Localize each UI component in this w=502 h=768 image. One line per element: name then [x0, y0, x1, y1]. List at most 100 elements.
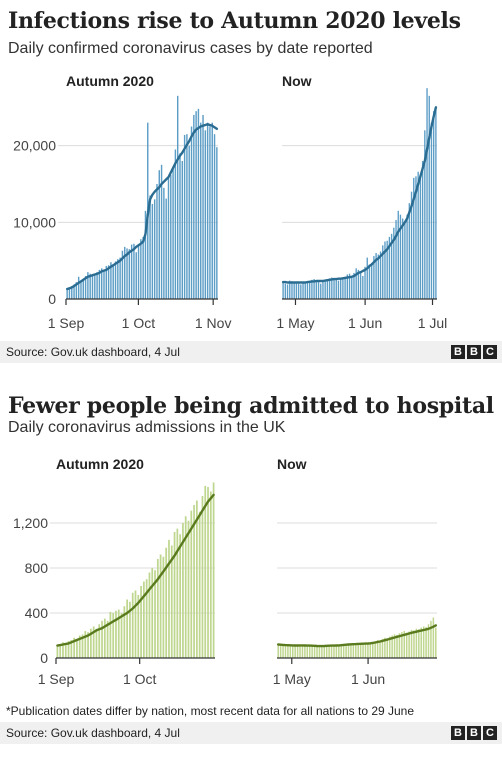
bar	[168, 539, 170, 658]
bar	[135, 252, 137, 299]
bar	[154, 570, 156, 658]
bar	[190, 126, 193, 299]
bar	[357, 269, 360, 299]
bar	[160, 164, 163, 299]
bar	[128, 249, 131, 299]
chart2-source-bar: Source: Gov.uk dashboard, 4 Jul B B C	[0, 722, 502, 744]
x-tick-label: 1 Jul	[418, 315, 448, 331]
bar	[296, 645, 299, 658]
bar	[163, 187, 165, 299]
bar	[159, 554, 162, 658]
bar	[200, 122, 202, 299]
bar	[133, 243, 135, 299]
bar	[313, 646, 316, 658]
bar	[395, 220, 397, 299]
bar	[297, 283, 300, 299]
bar	[384, 241, 386, 299]
bar	[324, 279, 326, 299]
bar	[408, 203, 411, 299]
bar	[284, 283, 287, 299]
bar	[140, 239, 142, 299]
bar	[424, 130, 426, 299]
bar	[350, 643, 352, 658]
bar	[91, 276, 94, 299]
bar	[300, 284, 302, 299]
bar	[372, 642, 374, 658]
bar	[106, 620, 109, 658]
bar	[101, 620, 103, 658]
bar	[430, 122, 433, 299]
bar	[306, 646, 309, 658]
bar	[426, 88, 428, 300]
bar	[401, 632, 403, 658]
bar	[76, 638, 78, 658]
bar	[209, 491, 212, 658]
bar	[330, 646, 333, 658]
bbc-logo-letter: B	[467, 726, 481, 740]
bar	[418, 629, 420, 658]
bar	[144, 210, 147, 299]
bar	[131, 592, 134, 658]
bar	[158, 170, 160, 299]
chart1-plot: 0 10,000 20,000 Autumn 2020 1 Sep 1 Oct 1 Nov N…	[13, 73, 448, 331]
y-tick-label: 10,000	[13, 214, 56, 230]
bar	[162, 556, 165, 658]
bar	[145, 579, 148, 658]
bar	[149, 195, 151, 299]
bar	[98, 269, 101, 299]
bar	[364, 643, 367, 658]
bar	[100, 268, 103, 299]
bar	[286, 284, 289, 299]
bbc-logo-letter: B	[467, 345, 481, 359]
bar	[348, 273, 351, 299]
bar	[211, 122, 213, 299]
bar	[77, 276, 80, 299]
bar	[289, 280, 291, 299]
bar	[337, 280, 340, 299]
bar	[59, 644, 62, 658]
bar	[413, 177, 415, 299]
bar	[140, 586, 142, 658]
bar	[359, 272, 362, 299]
bar	[398, 633, 401, 658]
bar	[190, 510, 193, 658]
bar	[89, 273, 91, 299]
bar	[78, 635, 81, 658]
bar	[179, 534, 181, 658]
bar	[413, 630, 415, 658]
bar	[126, 248, 128, 299]
bar	[397, 210, 399, 299]
x-tick-label: 1 Sep	[38, 671, 75, 687]
bar	[311, 279, 313, 299]
bar	[56, 646, 59, 658]
bar	[403, 631, 406, 658]
chart2-plot: 0 400 800 1,200 Autumn 2020 1 Sep 1 Oct Now 1 Ma…	[13, 456, 437, 687]
bar	[408, 631, 410, 658]
bar	[338, 645, 340, 658]
bar	[119, 257, 121, 299]
bar	[183, 134, 186, 299]
bar	[342, 278, 344, 299]
bar	[172, 168, 174, 299]
bar	[293, 282, 295, 299]
bar	[351, 277, 353, 299]
bar	[107, 265, 110, 299]
bar	[114, 261, 117, 299]
bbc-logo-letter: C	[483, 726, 497, 740]
bar	[70, 640, 73, 658]
bar	[176, 95, 179, 299]
bar	[410, 629, 413, 658]
bar	[355, 644, 357, 658]
bar	[193, 115, 195, 299]
bar	[344, 276, 346, 299]
bar	[379, 251, 382, 299]
bar	[373, 256, 375, 299]
bar	[393, 634, 396, 658]
bar	[435, 107, 437, 299]
bbc-logo-letter: B	[451, 726, 465, 740]
bar	[73, 637, 75, 658]
bar	[167, 176, 170, 299]
bar	[346, 274, 349, 299]
bar	[84, 631, 87, 658]
bar	[377, 254, 380, 299]
